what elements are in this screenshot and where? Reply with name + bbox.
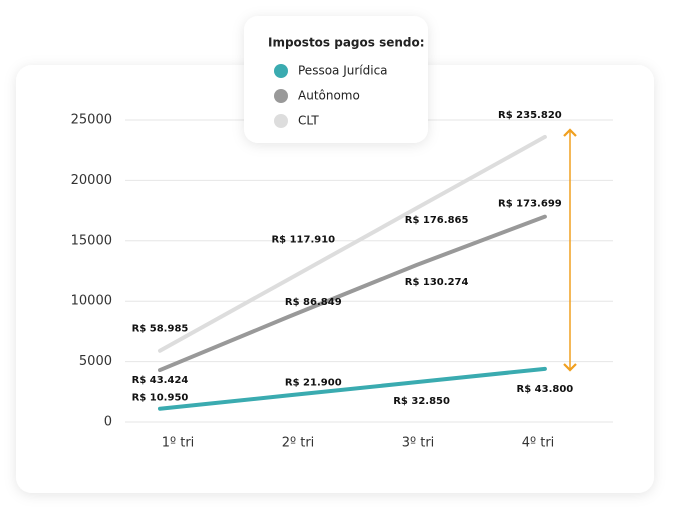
point-label: R$ 32.850 — [393, 396, 450, 407]
y-tick-label: 5000 — [79, 354, 112, 369]
point-label: R$ 58.985 — [132, 324, 189, 335]
point-label: R$ 21.900 — [285, 377, 342, 388]
point-label: R$ 86.849 — [285, 297, 342, 308]
x-tick-label: 1º tri — [162, 436, 195, 451]
point-label: R$ 173.699 — [498, 199, 562, 210]
point-label: R$ 10.950 — [132, 393, 189, 404]
y-tick-label: 25000 — [71, 113, 112, 128]
plot-area: 0 5000 10000 15000 20000 25000 1º tri 2º tri 3º … — [71, 110, 613, 451]
series-line — [158, 214, 547, 373]
legend-label: Autônomo — [298, 89, 360, 103]
point-label: R$ 43.424 — [132, 375, 189, 386]
y-tick-label: 15000 — [71, 233, 112, 248]
legend-label: CLT — [298, 114, 319, 128]
legend-swatch — [274, 114, 288, 128]
series-line — [158, 366, 547, 411]
legend-swatch — [274, 89, 288, 103]
series-line — [158, 134, 547, 353]
x-tick-label: 2º tri — [282, 436, 315, 451]
y-tick-label: 0 — [104, 415, 112, 430]
legend-box — [244, 16, 428, 143]
legend: Impostos pagos sendo: Pessoa Jurídica Aut… — [244, 16, 428, 143]
x-tick-label: 3º tri — [402, 436, 435, 451]
point-label: R$ 130.274 — [405, 277, 469, 288]
y-tick-label: 10000 — [71, 294, 112, 309]
point-label: R$ 117.910 — [271, 234, 335, 245]
point-label: R$ 235.820 — [498, 110, 562, 121]
card — [16, 65, 654, 493]
legend-swatch — [274, 64, 288, 78]
legend-title: Impostos pagos sendo: — [268, 36, 425, 50]
legend-label: Pessoa Jurídica — [298, 64, 388, 78]
point-label: R$ 176.865 — [405, 215, 469, 226]
point-label: R$ 43.800 — [517, 384, 574, 395]
x-tick-label: 4º tri — [522, 436, 555, 451]
y-tick-label: 20000 — [71, 173, 112, 188]
